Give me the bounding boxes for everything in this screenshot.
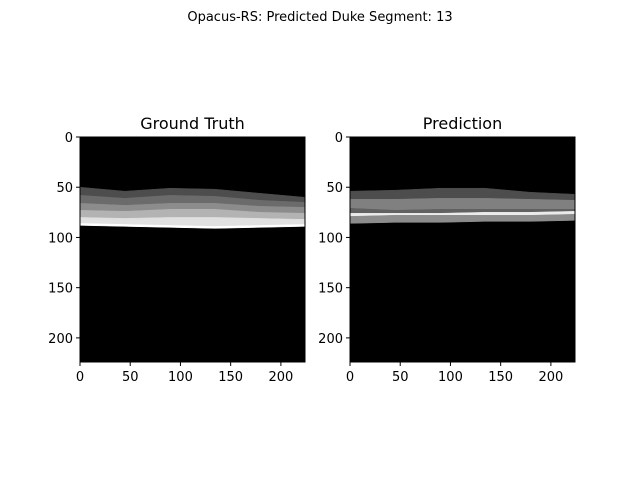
ground-truth-xtick-label: 50 bbox=[122, 370, 139, 385]
ground-truth-axes-frame bbox=[79, 136, 306, 363]
prediction-layer-band-1 bbox=[350, 198, 575, 211]
prediction-xtick-label: 0 bbox=[346, 370, 354, 385]
ground-truth-xtick-label: 200 bbox=[268, 370, 293, 385]
prediction-xtick-label: 200 bbox=[538, 370, 563, 385]
prediction-xtick-label: 100 bbox=[438, 370, 463, 385]
ground-truth-image-background bbox=[80, 137, 305, 362]
prediction-ytick-label: 150 bbox=[318, 282, 343, 297]
prediction-layer-band-4 bbox=[350, 214, 575, 224]
ground-truth-xtick-label: 100 bbox=[168, 370, 193, 385]
ground-truth-ytick-label: 100 bbox=[48, 231, 73, 246]
prediction-axes-frame bbox=[349, 136, 576, 363]
prediction-panel: Prediction 0 50 100 150 200 0 50 100 150 200 bbox=[318, 114, 576, 385]
prediction-ytick-label: 0 bbox=[335, 131, 343, 146]
ground-truth-ytick-label: 0 bbox=[65, 131, 73, 146]
prediction-image-background bbox=[350, 137, 575, 362]
ground-truth-panel: Ground Truth 0 50 100 150 200 0 50 100 150 200 bbox=[48, 114, 306, 385]
prediction-ytick-label: 100 bbox=[318, 231, 343, 246]
prediction-ytick-label: 50 bbox=[326, 181, 343, 196]
ground-truth-ytick-label: 200 bbox=[48, 332, 73, 347]
ground-truth-xtick-label: 0 bbox=[76, 370, 84, 385]
ground-truth-ytick-label: 150 bbox=[48, 282, 73, 297]
figure-suptitle: Opacus-RS: Predicted Duke Segment: 13 bbox=[187, 10, 452, 25]
ground-truth-xtick-label: 150 bbox=[218, 370, 243, 385]
prediction-title: Prediction bbox=[423, 114, 502, 133]
prediction-xtick-label: 50 bbox=[392, 370, 409, 385]
ground-truth-title: Ground Truth bbox=[140, 114, 245, 133]
prediction-ytick-label: 200 bbox=[318, 332, 343, 347]
prediction-xtick-label: 150 bbox=[488, 370, 513, 385]
ground-truth-layer-band-5 bbox=[80, 223, 305, 229]
ground-truth-ytick-label: 50 bbox=[56, 181, 73, 196]
